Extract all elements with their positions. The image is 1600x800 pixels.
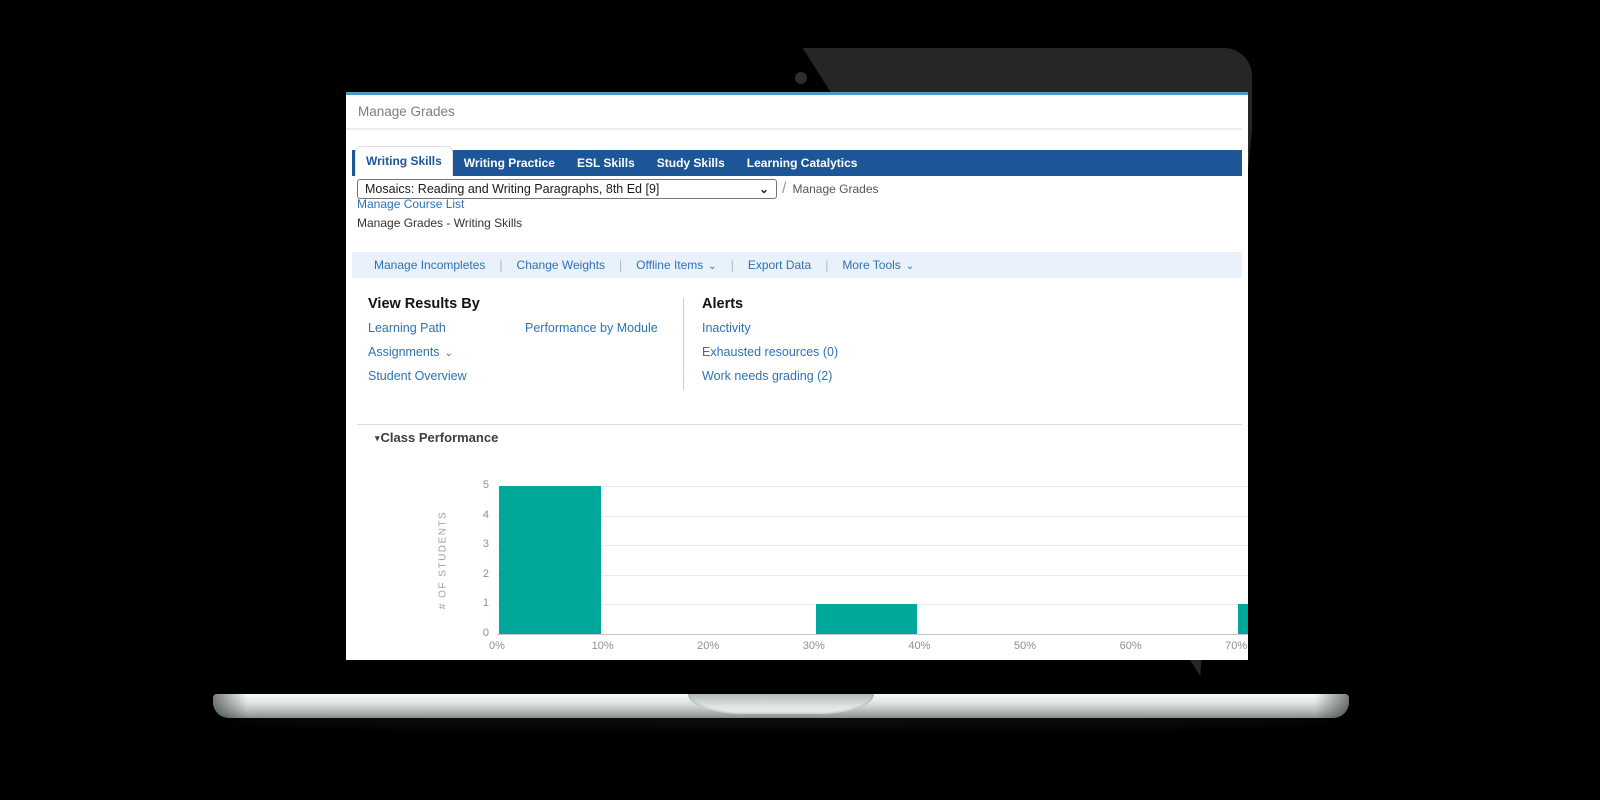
x-axis-tick-label: 60% — [1119, 640, 1142, 652]
toolbar-separator: | — [499, 258, 503, 272]
view-results-by-heading: View Results By — [368, 296, 480, 312]
tab-bar: Writing Skills Writing Practice ESL Skil… — [352, 146, 1242, 176]
inactivity-link[interactable]: Inactivity — [702, 321, 751, 335]
laptop-bezel: Manage Grades Writing Skills Writing Pra… — [310, 48, 1252, 676]
toolbar: Manage Incompletes | Change Weights | Of… — [352, 252, 1242, 278]
class-performance-toggle[interactable]: ▾Class Performance — [375, 430, 498, 445]
collapse-triangle-icon: ▾ — [375, 433, 380, 443]
x-axis-tick-label: 10% — [591, 640, 614, 652]
x-axis-tick-label: 20% — [697, 640, 720, 652]
tab-esl-skills[interactable]: ESL Skills — [576, 156, 635, 170]
course-select[interactable]: Mosaics: Reading and Writing Paragraphs,… — [357, 179, 777, 199]
export-data-button[interactable]: Export Data — [747, 258, 812, 272]
tab-writing-skills[interactable]: Writing Skills — [355, 146, 453, 176]
content-divider — [357, 424, 1242, 425]
manage-grades-page: Manage Grades Writing Skills Writing Pra… — [346, 95, 1248, 660]
breadcrumb: / Manage Grades — [782, 179, 879, 199]
chevron-down-icon: ⌄ — [758, 182, 769, 196]
offline-items-menu[interactable]: Offline Items ⌄ — [636, 258, 717, 272]
x-axis-tick-label: 40% — [908, 640, 931, 652]
y-axis-tick-label: 4 — [482, 508, 489, 521]
x-axis-tick-label: 50% — [1013, 640, 1037, 652]
chart-bar — [499, 486, 601, 634]
assignments-menu[interactable]: Assignments ⌄ — [368, 345, 453, 359]
chevron-down-icon: ⌄ — [708, 261, 717, 272]
manage-incompletes-button[interactable]: Manage Incompletes — [374, 258, 486, 272]
chart-gridline — [497, 574, 1248, 576]
chart-gridline — [497, 515, 1248, 517]
webcam-icon — [795, 72, 807, 84]
chart-plot — [497, 486, 1248, 635]
manage-course-list-link[interactable]: Manage Course List — [357, 197, 465, 211]
chart-gridline — [497, 545, 1248, 547]
section-heading: Manage Grades - Writing Skills — [357, 216, 523, 230]
y-axis-tick-label: 1 — [482, 597, 489, 610]
laptop-lid-notch — [688, 694, 874, 714]
alerts-heading: Alerts — [702, 296, 744, 312]
tab-writing-practice[interactable]: Writing Practice — [463, 156, 555, 170]
breadcrumb-separator: / — [782, 180, 787, 197]
more-tools-menu[interactable]: More Tools ⌄ — [842, 258, 915, 272]
toolbar-separator: | — [825, 258, 829, 272]
chevron-down-icon: ⌄ — [905, 261, 915, 272]
y-axis-tick-label: 3 — [482, 538, 489, 551]
breadcrumb-label: Manage Grades — [792, 182, 879, 196]
course-select-value: Mosaics: Reading and Writing Paragraphs,… — [365, 182, 660, 196]
student-overview-link[interactable]: Student Overview — [368, 369, 467, 383]
title-divider — [346, 128, 1242, 130]
toolbar-separator: | — [730, 258, 734, 272]
chevron-down-icon: ⌄ — [444, 348, 453, 359]
section-divider — [683, 298, 684, 390]
y-axis-tick-label: 2 — [482, 567, 489, 580]
chart-bar — [1238, 604, 1248, 634]
y-axis-title: # OF STUDENTS — [437, 510, 449, 610]
chart-bar — [815, 604, 918, 634]
exhausted-resources-link[interactable]: Exhausted resources (0) — [702, 345, 839, 359]
page-title: Manage Grades — [358, 104, 455, 119]
chart-gridline — [497, 486, 1248, 487]
work-needs-grading-link[interactable]: Work needs grading (2) — [702, 369, 833, 383]
tab-learning-catalytics[interactable]: Learning Catalytics — [746, 156, 858, 170]
toolbar-separator: | — [619, 258, 623, 272]
class-performance-label: Class Performance — [380, 430, 499, 445]
x-axis-tick-label: 30% — [802, 640, 825, 652]
tab-study-skills[interactable]: Study Skills — [656, 156, 725, 170]
laptop-base — [213, 694, 1349, 718]
screen: Manage Grades Writing Skills Writing Pra… — [346, 92, 1248, 660]
y-axis-tick-label: 0 — [482, 627, 489, 639]
change-weights-button[interactable]: Change Weights — [516, 258, 606, 272]
x-axis-tick-label: 0% — [489, 640, 505, 652]
performance-by-module-link[interactable]: Performance by Module — [525, 321, 658, 335]
learning-path-link[interactable]: Learning Path — [368, 321, 446, 335]
y-axis-tick-label: 5 — [482, 479, 489, 491]
x-axis-tick-label: 70% — [1225, 640, 1248, 652]
